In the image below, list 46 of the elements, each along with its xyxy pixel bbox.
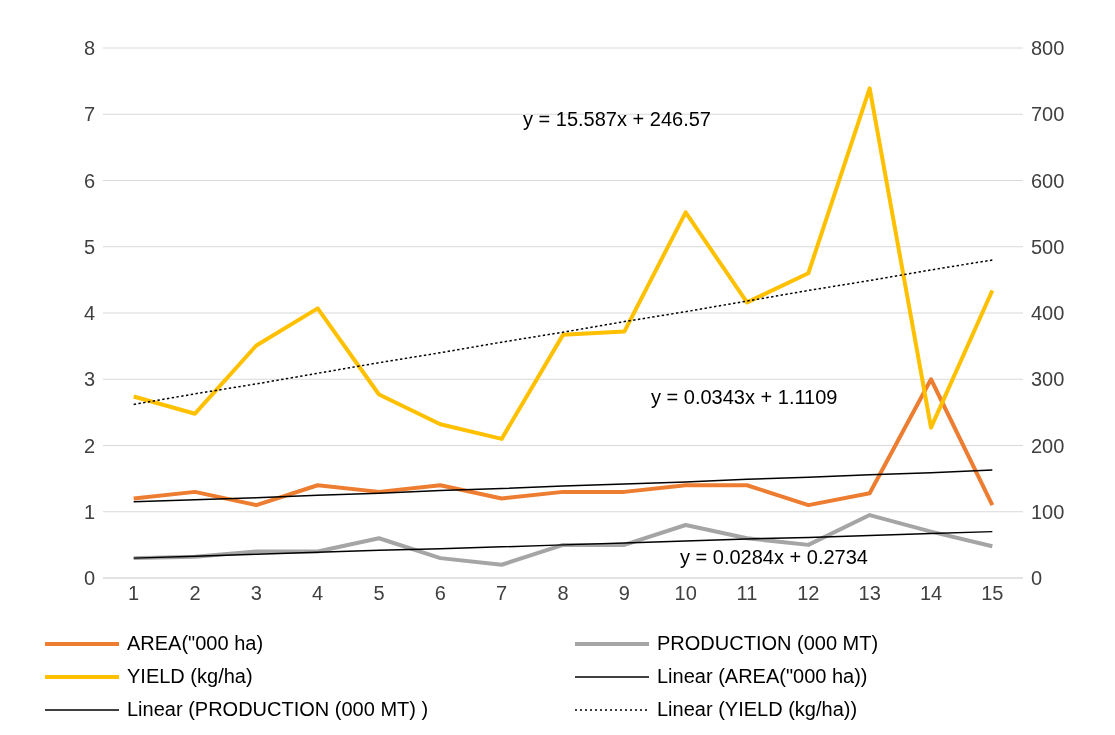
y2-tick-label: 700	[1031, 103, 1065, 126]
y2-tick-label: 500	[1031, 235, 1065, 258]
x-tick-label: 8	[557, 582, 569, 605]
y-tick-label: 5	[83, 235, 95, 258]
legend-label: Linear (AREA("000 ha))	[657, 665, 868, 688]
x-tick-label: 1	[128, 582, 140, 605]
y-tick-label: 0	[83, 567, 95, 590]
annotation: y = 0.0343x + 1.1109	[651, 386, 838, 409]
line-series	[131, 377, 995, 508]
y-tick-label: 2	[83, 434, 95, 457]
x-tick-label: 11	[736, 582, 758, 605]
y-tick-label: 4	[83, 302, 95, 325]
y2-tick-label: 300	[1031, 368, 1065, 391]
x-tick-label: 5	[373, 582, 385, 605]
y-tick-label: 8	[83, 37, 95, 60]
y2-tick-label: 800	[1031, 37, 1065, 60]
x-tick-label: 10	[674, 582, 697, 605]
x-tick-label: 14	[919, 582, 943, 605]
legend-label: Linear (PRODUCTION (000 MT) )	[127, 698, 429, 721]
y2-tick-label: 100	[1031, 500, 1065, 523]
y-tick-label: 7	[83, 103, 95, 126]
y-tick-label: 6	[83, 169, 95, 192]
legend-label: YIELD (kg/ha)	[127, 665, 253, 688]
annotation: y = 0.0284x + 0.2734	[680, 546, 868, 569]
legend-label: PRODUCTION (000 MT)	[657, 632, 879, 655]
y2-tick-label: 0	[1031, 567, 1043, 590]
x-tick-label: 3	[250, 582, 262, 605]
y-tick-label: 1	[83, 500, 95, 523]
line-series	[132, 469, 994, 503]
x-tick-label: 13	[858, 582, 881, 605]
y2-tick-label: 400	[1031, 302, 1065, 325]
x-tick-label: 15	[981, 582, 1004, 605]
x-tick-label: 4	[312, 582, 324, 605]
x-tick-label: 6	[434, 582, 446, 605]
x-tick-label: 2	[189, 582, 201, 605]
y2-tick-label: 600	[1031, 169, 1065, 192]
x-tick-label: 7	[496, 582, 508, 605]
x-tick-label: 9	[618, 582, 630, 605]
line-series	[131, 86, 995, 441]
x-tick-label: 12	[797, 582, 820, 605]
legend-label: AREA("000 ha)	[127, 632, 264, 655]
legend-label: Linear (YIELD (kg/ha))	[657, 698, 858, 721]
line-series	[132, 259, 994, 406]
annotation: y = 15.587x + 246.57	[523, 108, 711, 131]
y-tick-label: 3	[83, 368, 95, 391]
y2-tick-label: 200	[1031, 434, 1065, 457]
